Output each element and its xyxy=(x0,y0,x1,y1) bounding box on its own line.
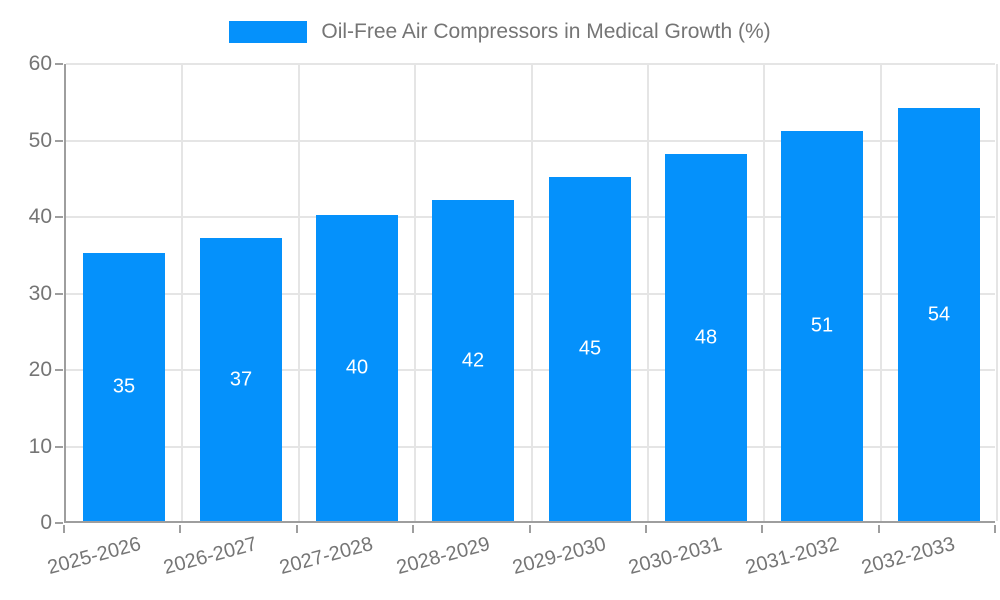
x-tick-mark xyxy=(63,525,65,533)
bar-value-label: 54 xyxy=(927,303,951,325)
v-gridline xyxy=(646,64,649,521)
x-tick-label: 2030-2031 xyxy=(626,533,725,580)
x-tick-mark xyxy=(295,525,298,533)
bar: 48 xyxy=(665,154,747,521)
x-tick-mark xyxy=(644,525,647,533)
bar: 40 xyxy=(316,215,398,521)
y-tick-label: 10 xyxy=(28,434,52,458)
bar-value-label: 51 xyxy=(810,314,834,337)
v-gridline xyxy=(763,64,766,521)
y-tick-mark xyxy=(55,216,63,218)
y-tick-mark xyxy=(55,139,63,142)
bar-value-label: 37 xyxy=(229,368,253,390)
x-tick-mark xyxy=(994,525,996,533)
x-tick-label: 2027-2028 xyxy=(277,533,376,580)
v-gridline xyxy=(297,64,300,521)
x-tick-label: 2032-2033 xyxy=(859,533,958,580)
bar: 54 xyxy=(898,108,980,521)
legend: Oil-Free Air Compressors in Medical Grow… xyxy=(0,20,1000,44)
bar: 37 xyxy=(200,238,282,521)
v-gridline xyxy=(996,64,998,521)
bar: 51 xyxy=(781,131,863,521)
bar-value-label: 48 xyxy=(694,326,718,348)
bar-value-label: 35 xyxy=(112,375,136,398)
y-tick-mark xyxy=(55,63,63,65)
y-tick-label: 50 xyxy=(28,128,52,152)
v-gridline xyxy=(414,64,417,521)
v-gridline xyxy=(879,64,882,521)
y-tick-label: 30 xyxy=(28,281,52,305)
legend-swatch xyxy=(229,21,308,43)
x-tick-label: 2029-2030 xyxy=(510,533,609,580)
y-tick-label: 0 xyxy=(40,511,52,534)
x-tick-mark xyxy=(877,525,880,533)
x-tick-label: 2028-2029 xyxy=(393,533,493,580)
y-tick-label: 20 xyxy=(28,358,52,381)
x-tick-mark xyxy=(412,525,415,533)
x-tick-label: 2026-2027 xyxy=(161,533,260,580)
x-tick-label: 2031-2032 xyxy=(743,533,842,580)
y-tick-label: 60 xyxy=(28,52,52,75)
bar: 45 xyxy=(549,177,631,521)
bar-value-label: 42 xyxy=(461,349,485,371)
bar: 42 xyxy=(432,200,514,521)
v-gridline xyxy=(530,64,533,521)
bar-value-label: 40 xyxy=(345,356,369,379)
y-tick-label: 40 xyxy=(28,205,52,228)
bar-value-label: 45 xyxy=(578,337,602,360)
legend-label: Oil-Free Air Compressors in Medical Grow… xyxy=(321,20,771,43)
y-tick-mark xyxy=(55,292,63,295)
x-tick-mark xyxy=(528,525,531,533)
x-tick-mark xyxy=(761,525,764,533)
bar: 35 xyxy=(83,253,165,521)
y-tick-mark xyxy=(55,522,63,524)
y-tick-mark xyxy=(55,445,63,448)
y-tick-mark xyxy=(55,369,63,371)
plot-area: 35 37 40 42 45 48 51 54 xyxy=(64,63,998,523)
v-gridline xyxy=(181,64,184,521)
x-tick-mark xyxy=(179,525,182,533)
x-tick-label: 2025-2026 xyxy=(44,533,143,580)
